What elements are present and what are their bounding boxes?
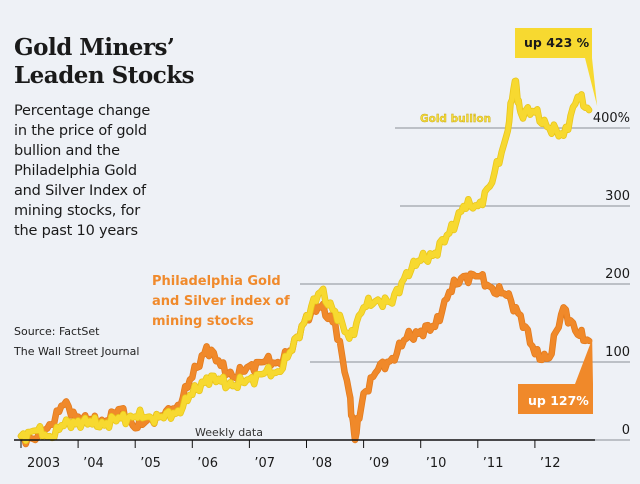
- series-line-outline: [17, 77, 593, 445]
- subtitle-line: Philadelphia Gold: [14, 163, 137, 179]
- x-tick-label: ’05: [140, 456, 161, 471]
- y-tick-label: 400%: [593, 111, 630, 126]
- series-label-gold-bullion: Gold bullion: [420, 113, 491, 125]
- subtitle-line: Percentage change: [14, 103, 151, 119]
- callout-gold-box: [515, 28, 598, 107]
- y-tick-label: 300: [605, 189, 630, 204]
- source-block: Source: FactSet The Wall Street Journal: [14, 322, 139, 362]
- series-line-gold-bullion: [18, 78, 592, 444]
- series-line-mining-index: [18, 271, 592, 447]
- subtitle-line: the past 10 years: [14, 223, 138, 239]
- gridlines: [300, 127, 630, 363]
- subtitle-line: and Silver Index of: [14, 183, 146, 199]
- series-label-mining-line-3: mining stocks: [152, 314, 254, 329]
- y-axis-ticks: 0 100 200 300 400%: [593, 111, 630, 438]
- chart-title: Gold Miners’ Leaden Stocks: [14, 34, 195, 90]
- x-tick-label: ’10: [426, 456, 447, 471]
- source-credit: Source: FactSet: [14, 325, 100, 338]
- x-tick-label: ’08: [312, 456, 333, 471]
- x-tick-label: ’07: [254, 456, 275, 471]
- x-tick-label: 2003: [27, 456, 60, 471]
- subtitle-line: mining stocks, for: [14, 203, 140, 219]
- callout-mining-box: [518, 338, 593, 414]
- y-tick-label: 0: [622, 423, 630, 438]
- x-tick-label: ’06: [197, 456, 218, 471]
- x-axis-note: Weekly data: [195, 426, 263, 439]
- title-line: Leaden Stocks: [14, 62, 195, 89]
- x-axis: 2003 ’04 ’05 ’06 ’07 ’08 ’09 ’10 ’11 ’12: [14, 439, 630, 471]
- callout-mining-text: up 127%: [528, 393, 589, 408]
- y-tick-label: 100: [605, 345, 630, 360]
- title-line: Gold Miners’: [14, 34, 175, 61]
- series-label-mining-line-2: and Silver index of: [152, 294, 290, 309]
- x-tick-label: ’12: [540, 456, 561, 471]
- chart-subtitle: Percentage change in the price of gold b…: [14, 101, 184, 241]
- series-label-mining-line-1: Philadelphia Gold: [152, 274, 281, 289]
- series-layer: [17, 77, 593, 448]
- subtitle-line: in the price of gold: [14, 123, 147, 139]
- y-tick-label: 200: [605, 267, 630, 282]
- x-tick-label: ’09: [369, 456, 390, 471]
- subtitle-line: bullion and the: [14, 143, 120, 159]
- publisher-credit: The Wall Street Journal: [14, 345, 140, 358]
- x-tick-label: ’04: [83, 456, 104, 471]
- callout-gold: up 423 %: [515, 28, 598, 107]
- callout-mining: up 127%: [518, 338, 593, 414]
- callout-gold-text: up 423 %: [524, 35, 590, 50]
- x-tick-label: ’11: [483, 456, 504, 471]
